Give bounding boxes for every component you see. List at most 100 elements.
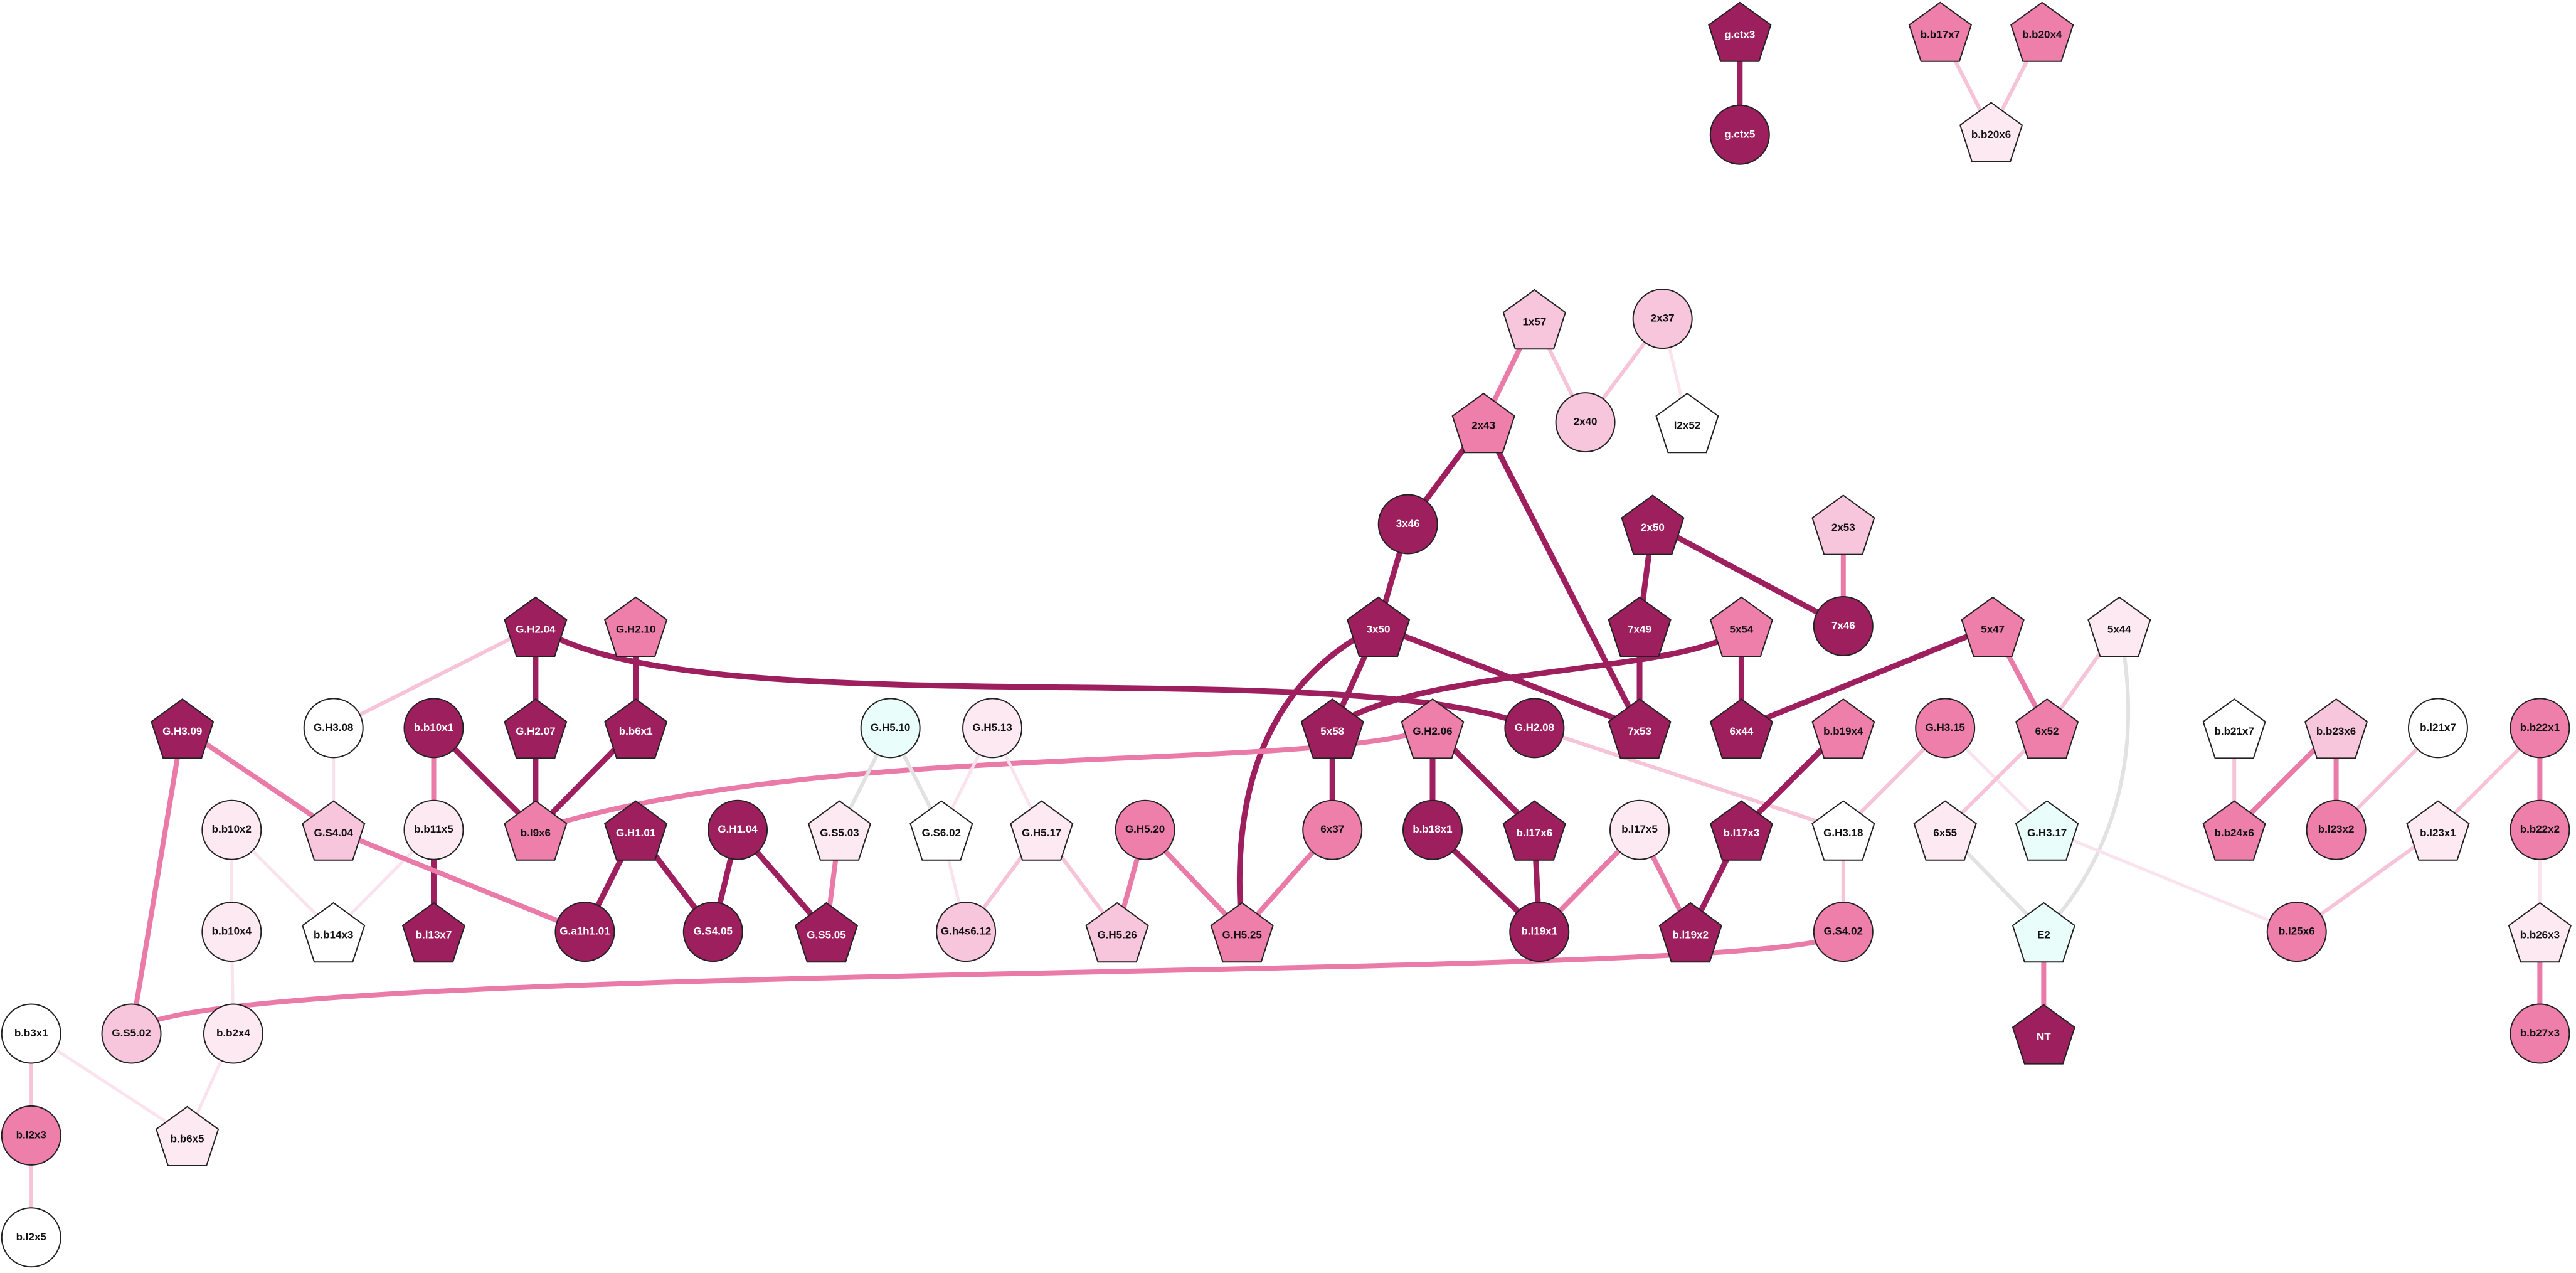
node-label: b.b20x4 (2022, 28, 2062, 40)
node (2015, 698, 2079, 759)
node-label: G.S4.04 (314, 827, 354, 839)
node (554, 902, 615, 962)
node (302, 902, 366, 963)
node-label: b.l19x1 (1521, 925, 1557, 937)
node (794, 902, 859, 963)
edge (1236, 623, 1380, 932)
node-label: b.l23x2 (2318, 823, 2355, 835)
node (1377, 494, 1438, 555)
node-label: 2x53 (1831, 521, 1855, 533)
node-label: b.l17x6 (1517, 827, 1553, 839)
node (2012, 1004, 2075, 1065)
node-label: G.H2.07 (516, 725, 555, 737)
node-label: b.b11x5 (414, 823, 453, 835)
node (962, 698, 1023, 759)
node-label: g.ctx3 (1724, 28, 1755, 40)
node (2406, 800, 2470, 861)
node-label: 5x44 (2107, 623, 2131, 635)
node (303, 698, 364, 759)
node (302, 800, 366, 861)
node (1655, 392, 1719, 454)
node (1913, 800, 1977, 861)
node-label: b.b10x1 (414, 722, 453, 733)
node (1709, 596, 1774, 657)
node (1010, 800, 1074, 861)
node (2012, 902, 2075, 963)
node-label: G.H3.09 (162, 725, 202, 737)
node (2510, 1003, 2570, 1064)
node (1632, 289, 1693, 349)
node (1709, 104, 1770, 165)
node-label: b.b14x3 (314, 929, 353, 941)
edge (1740, 623, 1994, 731)
node (909, 800, 973, 861)
node-label: 3x46 (1396, 518, 1420, 530)
node (1813, 902, 1874, 962)
edge (30, 1032, 188, 1137)
node (2510, 799, 2570, 860)
node (2087, 596, 2151, 657)
node (1811, 698, 1875, 759)
edges (29, 30, 2543, 1238)
node-label: b.l9x6 (521, 827, 551, 839)
node-label: G.H3.15 (1926, 722, 1965, 733)
node-label: b.l13x7 (416, 929, 452, 941)
node (682, 902, 743, 962)
node (1300, 698, 1364, 759)
node-label: G.H2.04 (516, 623, 556, 635)
node-label: b.b6x5 (171, 1132, 204, 1144)
node (2306, 799, 2367, 860)
node-label: b.b17x7 (1921, 28, 1960, 40)
node-label: G.H3.08 (314, 722, 353, 733)
node-label: 2x43 (1471, 420, 1495, 432)
node-label: 1x57 (1522, 316, 1546, 328)
node (101, 1003, 162, 1064)
node (1504, 698, 1565, 759)
node-label: b.b27x3 (2520, 1027, 2560, 1039)
node (2015, 800, 2079, 861)
node (1, 1207, 61, 1268)
node-label: 2x37 (1651, 312, 1675, 324)
edge (1534, 726, 1844, 832)
node (2508, 902, 2572, 963)
node-label: G.H2.08 (1515, 722, 1554, 733)
node (2202, 800, 2266, 861)
node-label: 3x50 (1367, 623, 1391, 635)
node-label: 2x50 (1641, 521, 1665, 533)
node (1210, 902, 1274, 963)
node (2202, 698, 2266, 759)
node-label: G.H5.26 (1097, 929, 1137, 941)
node (504, 698, 568, 759)
node-label: G.H5.17 (1022, 827, 1061, 839)
node (2407, 698, 2468, 759)
node-label: l2x52 (1674, 420, 1701, 432)
node (504, 800, 568, 861)
node-label: 6x44 (1730, 725, 1754, 737)
node-label: b.b10x2 (212, 823, 252, 835)
node (1085, 902, 1149, 963)
node (1502, 800, 1566, 861)
node (807, 800, 872, 861)
node-label: 6x52 (2035, 725, 2059, 737)
node (1451, 392, 1515, 454)
node-label: 2x40 (1574, 416, 1598, 428)
node-label: G.H1.04 (718, 823, 758, 835)
node-label: b.b22x1 (2520, 722, 2560, 733)
node (1555, 392, 1616, 453)
node (1959, 102, 2023, 162)
node (155, 1105, 220, 1166)
node-label: G.H2.06 (1413, 725, 1452, 737)
node (860, 698, 921, 759)
node-label: b.l17x5 (1621, 823, 1658, 835)
node-label: b.b26x3 (2520, 929, 2560, 941)
node-label: G.H5.20 (1125, 823, 1165, 835)
node-label: 5x58 (1320, 725, 1344, 737)
node (1908, 1, 1972, 62)
node (1, 1105, 61, 1166)
node-label: b.b6x1 (619, 725, 653, 737)
node-label: 7x46 (1831, 619, 1855, 631)
edge (332, 828, 586, 934)
node (1709, 800, 1774, 861)
edge (1651, 521, 1845, 629)
node (1401, 698, 1465, 759)
